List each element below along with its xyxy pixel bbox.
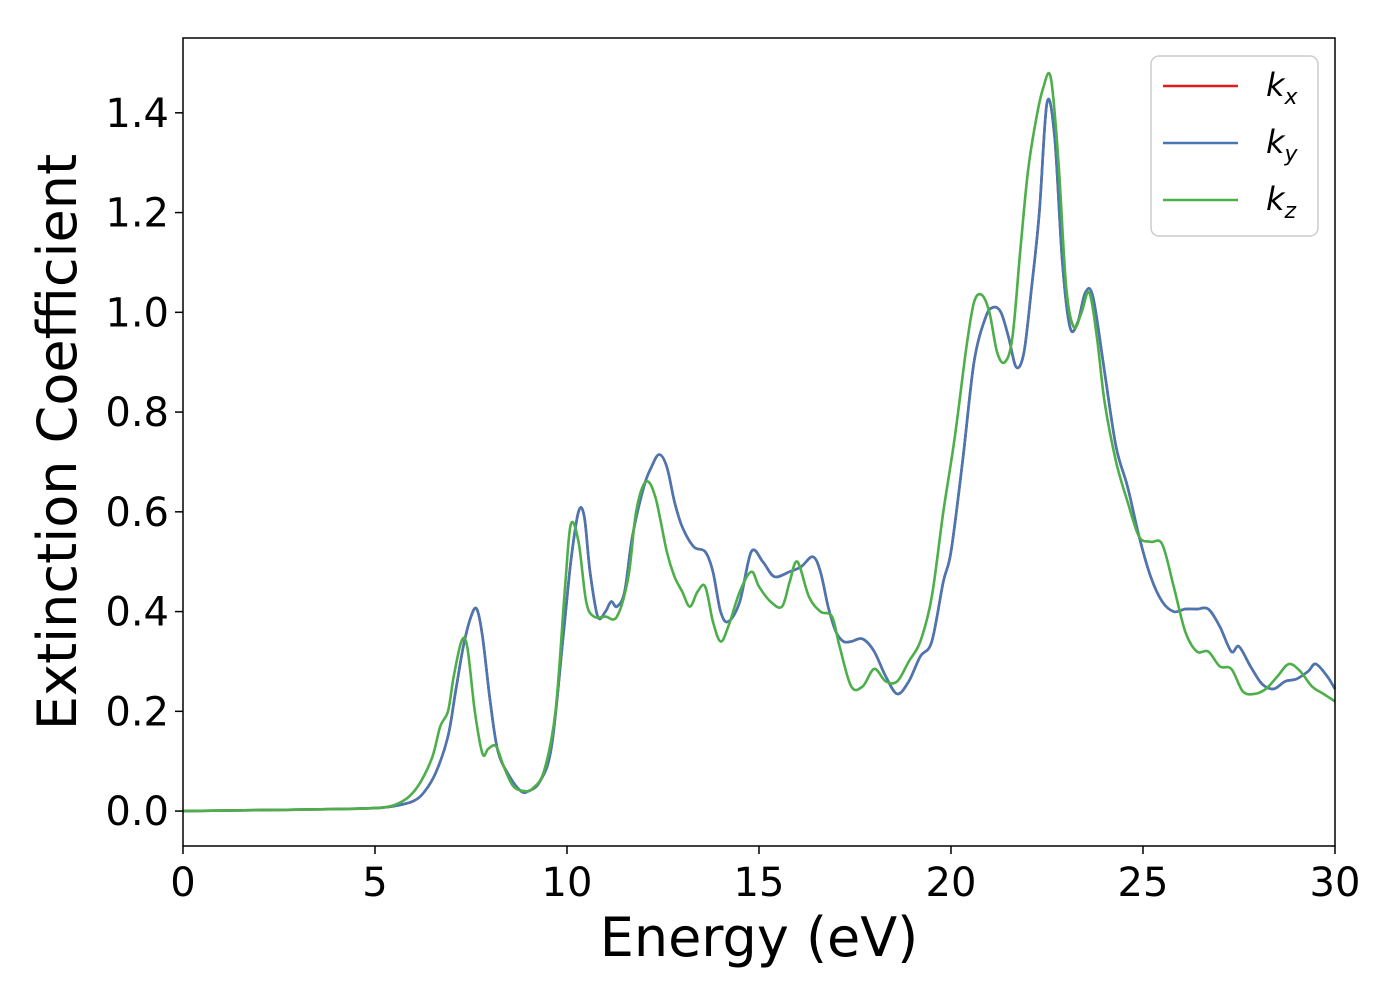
y-tick-label: 0.8 [105, 390, 169, 436]
legend-box [1150, 55, 1319, 237]
y-tick-label: 0.6 [105, 490, 169, 536]
plot-area [183, 38, 1335, 846]
y-tick-label: 1.2 [105, 191, 169, 237]
legend-label-x: kx [1266, 66, 1299, 110]
x-axis-ticks: 0 5 10 15 20 25 30 [170, 846, 1360, 906]
y-axis-label: Extinction Coefficient [26, 154, 89, 730]
x-tick-label: 30 [1310, 860, 1361, 906]
y-tick-label: 0.4 [105, 590, 169, 636]
y-axis-ticks: 0.0 0.2 0.4 0.6 0.8 1.0 1.2 1.4 [105, 91, 183, 835]
series-group [182, 71, 1337, 813]
y-tick-label: 0.0 [105, 789, 169, 835]
legend: kx ky kz [1150, 55, 1319, 237]
legend-label-y: ky [1266, 123, 1299, 167]
x-tick-label: 5 [362, 860, 387, 906]
y-tick-label: 0.2 [105, 689, 169, 735]
x-tick-label: 25 [1118, 860, 1169, 906]
y-tick-label: 1.4 [105, 91, 169, 137]
x-tick-label: 10 [542, 860, 593, 906]
y-tick-label: 1.0 [105, 290, 169, 336]
legend-label-z: kz [1266, 180, 1297, 224]
x-tick-label: 0 [170, 860, 195, 906]
x-tick-label: 15 [734, 860, 785, 906]
x-tick-label: 20 [926, 860, 977, 906]
x-axis-label: Energy (eV) [600, 906, 919, 969]
series-line-z [182, 71, 1336, 813]
